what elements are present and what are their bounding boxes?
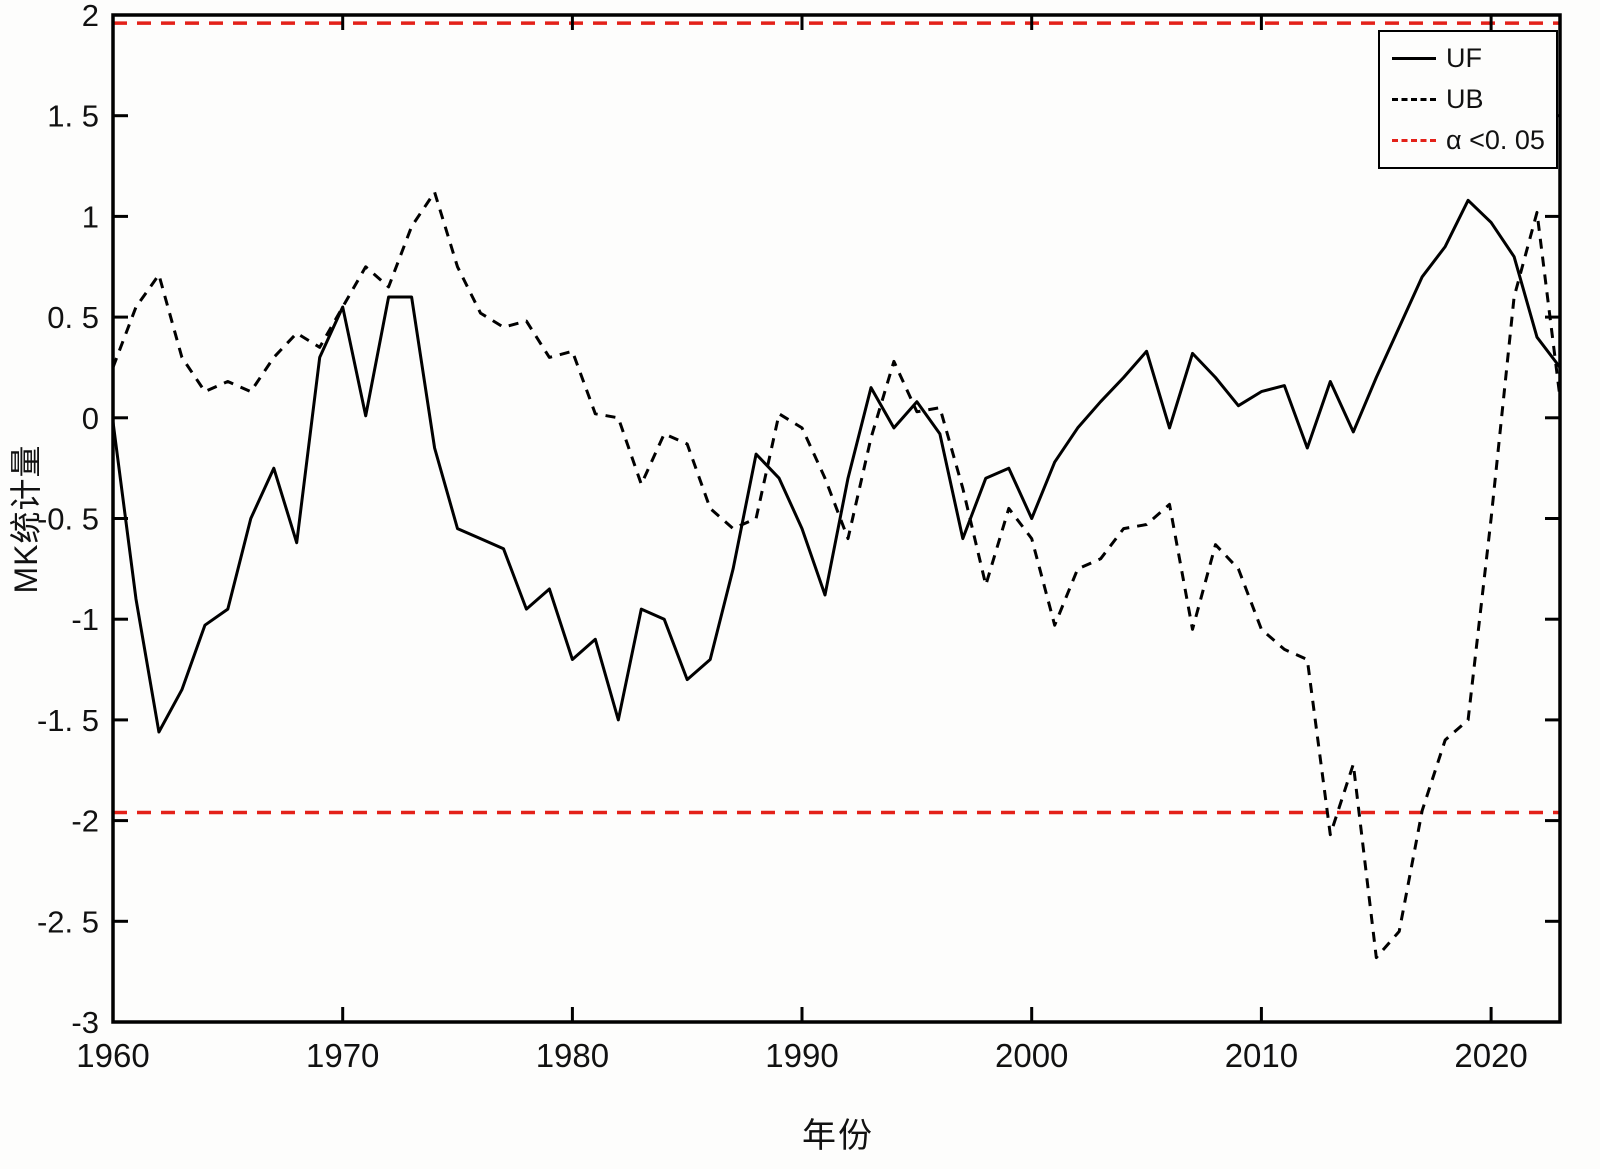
y-tick-label: 0: [82, 401, 99, 436]
y-tick-label: 2: [82, 0, 99, 33]
legend-label-ub: UB: [1446, 84, 1484, 114]
legend-item-ub: UB: [1380, 79, 1556, 120]
y-tick-label: 1. 5: [47, 99, 99, 134]
y-tick-label: 1: [82, 199, 99, 234]
x-tick-label: 2010: [1225, 1037, 1298, 1074]
ub-line-sample-icon: [1392, 98, 1436, 101]
alpha-line-sample-icon: [1392, 139, 1436, 142]
uf-line-sample-icon: [1392, 57, 1436, 60]
x-tick-label: 1990: [765, 1037, 838, 1074]
y-axis-label: MK统计量: [8, 444, 44, 594]
x-tick-label: 2000: [995, 1037, 1068, 1074]
uf-line: [111, 198, 1562, 734]
y-tick-label: -2: [71, 804, 99, 839]
y-tick-label: -2. 5: [37, 904, 99, 939]
y-tick-label: -0. 5: [37, 502, 99, 537]
y-tick-label: -1. 5: [37, 703, 99, 738]
x-tick-label: 1970: [306, 1037, 379, 1074]
legend: UF UB α <0. 05: [1378, 30, 1558, 169]
x-tick-label: 1960: [76, 1037, 149, 1074]
ub-line: [111, 190, 1562, 960]
x-axis-label: 年份: [802, 1117, 874, 1155]
plot-frame: [111, 13, 1562, 1024]
legend-item-alpha: α <0. 05: [1380, 120, 1556, 161]
legend-label-alpha: α <0. 05: [1446, 125, 1545, 155]
legend-label-uf: UF: [1446, 43, 1482, 73]
x-tick-label: 1980: [536, 1037, 609, 1074]
legend-item-uf: UF: [1380, 38, 1556, 79]
x-tick-label: 2020: [1454, 1037, 1527, 1074]
y-tick-label: 0. 5: [47, 300, 99, 335]
y-tick-label: -3: [71, 1005, 99, 1040]
y-tick-label: -1: [71, 602, 99, 637]
